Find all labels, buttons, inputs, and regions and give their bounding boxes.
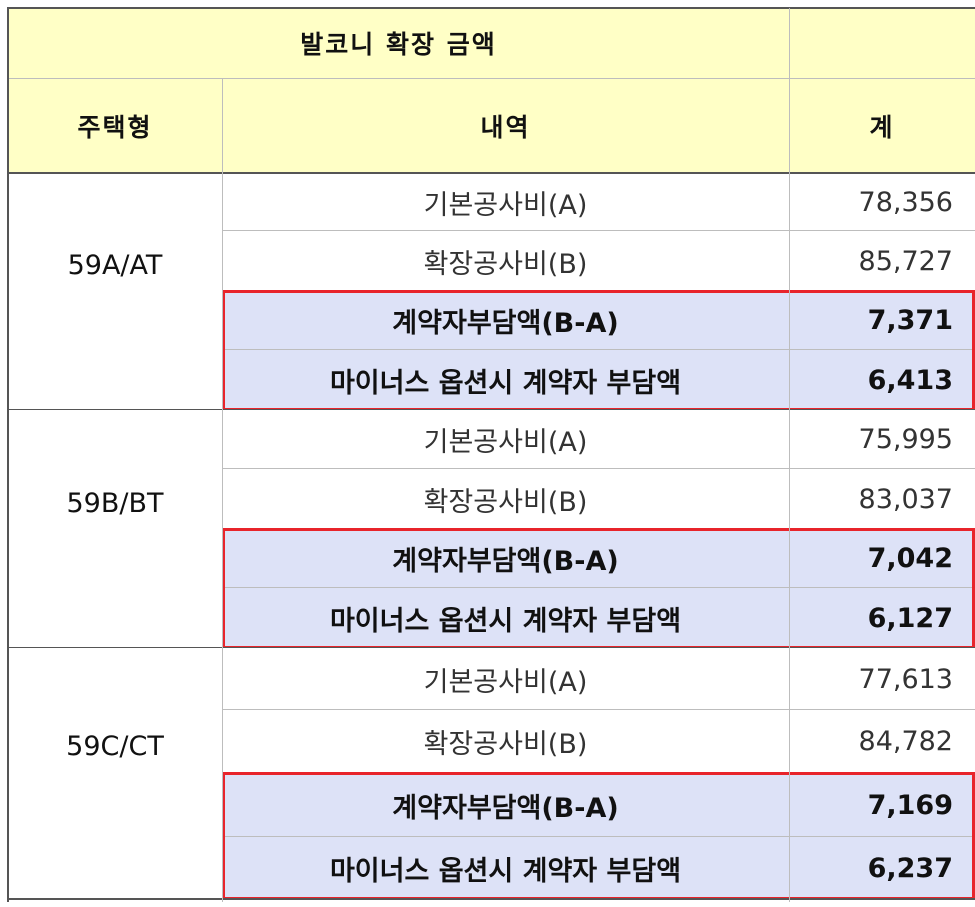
row-description: 기본공사비(A) xyxy=(222,410,789,469)
column-header-total: 계 xyxy=(789,78,975,173)
row-total-value: 7,169 xyxy=(789,773,975,837)
row-description: 계약자부담액(B-A) xyxy=(222,529,789,588)
housing-type-cell: 59B/BT xyxy=(8,410,222,648)
row-description: 기본공사비(A) xyxy=(222,648,789,710)
housing-type-cell: 59C/CT xyxy=(8,648,222,899)
row-total-value: 75,995 xyxy=(789,410,975,469)
column-header-type: 주택형 xyxy=(8,78,222,173)
row-total-value: 85,727 xyxy=(789,231,975,291)
row-description: 확장공사비(B) xyxy=(222,710,789,773)
table-title-blank-cell xyxy=(789,8,975,78)
row-description: 기본공사비(A) xyxy=(222,173,789,231)
row-total-value: 84,782 xyxy=(789,710,975,773)
row-total-value: 6,127 xyxy=(789,588,975,648)
row-total-value: 7,042 xyxy=(789,529,975,588)
row-description: 마이너스 옵션시 계약자 부담액 xyxy=(222,350,789,410)
row-description: 확장공사비(B) xyxy=(222,469,789,529)
row-total-value: 6,237 xyxy=(789,837,975,899)
row-description: 마이너스 옵션시 계약자 부담액 xyxy=(222,588,789,648)
column-header-description: 내역 xyxy=(222,78,789,173)
row-description: 마이너스 옵션시 계약자 부담액 xyxy=(222,837,789,899)
row-description: 확장공사비(B) xyxy=(222,231,789,291)
row-total-value: 7,371 xyxy=(789,291,975,350)
row-total-value: 83,037 xyxy=(789,469,975,529)
row-description: 계약자부담액(B-A) xyxy=(222,291,789,350)
row-total-value: 78,356 xyxy=(789,173,975,231)
housing-type-cell: 59A/AT xyxy=(8,173,222,410)
row-total-value: 6,413 xyxy=(789,350,975,410)
table-title: 발코니 확장 금액 xyxy=(8,8,789,78)
row-description: 계약자부담액(B-A) xyxy=(222,773,789,837)
row-total-value: 77,613 xyxy=(789,648,975,710)
